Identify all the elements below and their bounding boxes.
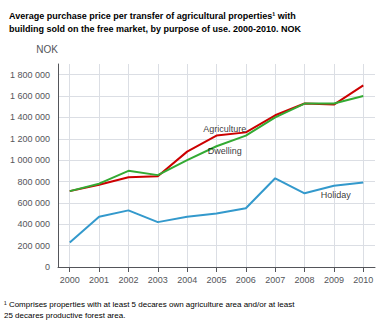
svg-text:25 decares productive forest a: 25 decares productive forest area. [4, 311, 125, 320]
svg-text:Dwelling: Dwelling [208, 146, 242, 156]
svg-text:¹ Comprises properties with at: ¹ Comprises properties with at least 5 d… [4, 300, 295, 309]
svg-text:2002: 2002 [118, 275, 138, 285]
svg-text:400 000: 400 000 [17, 219, 50, 229]
svg-text:NOK: NOK [36, 44, 58, 55]
svg-text:1 000 000: 1 000 000 [10, 155, 50, 165]
svg-text:Average purchase price per tra: Average purchase price per transfer of a… [9, 11, 296, 21]
svg-text:600 000: 600 000 [17, 198, 50, 208]
svg-text:2004: 2004 [177, 275, 197, 285]
svg-text:2001: 2001 [89, 275, 109, 285]
svg-text:building sold on the free mark: building sold on the free market, by pur… [9, 24, 302, 34]
svg-text:2008: 2008 [295, 275, 315, 285]
svg-text:2003: 2003 [148, 275, 168, 285]
svg-text:1 200 000: 1 200 000 [10, 134, 50, 144]
svg-text:2005: 2005 [206, 275, 226, 285]
svg-text:800 000: 800 000 [17, 177, 50, 187]
svg-text:1 400 000: 1 400 000 [10, 112, 50, 122]
svg-text:2010: 2010 [353, 275, 373, 285]
svg-text:1 800 000: 1 800 000 [10, 70, 50, 80]
svg-text:0: 0 [45, 262, 50, 272]
svg-text:2009: 2009 [324, 275, 344, 285]
svg-text:2006: 2006 [236, 275, 256, 285]
svg-text:Holiday: Holiday [321, 190, 352, 200]
svg-text:1 600 000: 1 600 000 [10, 91, 50, 101]
svg-text:200 000: 200 000 [17, 241, 50, 251]
svg-text:2007: 2007 [265, 275, 285, 285]
svg-text:2000: 2000 [60, 275, 80, 285]
svg-text:Agriculture: Agriculture [203, 124, 246, 134]
